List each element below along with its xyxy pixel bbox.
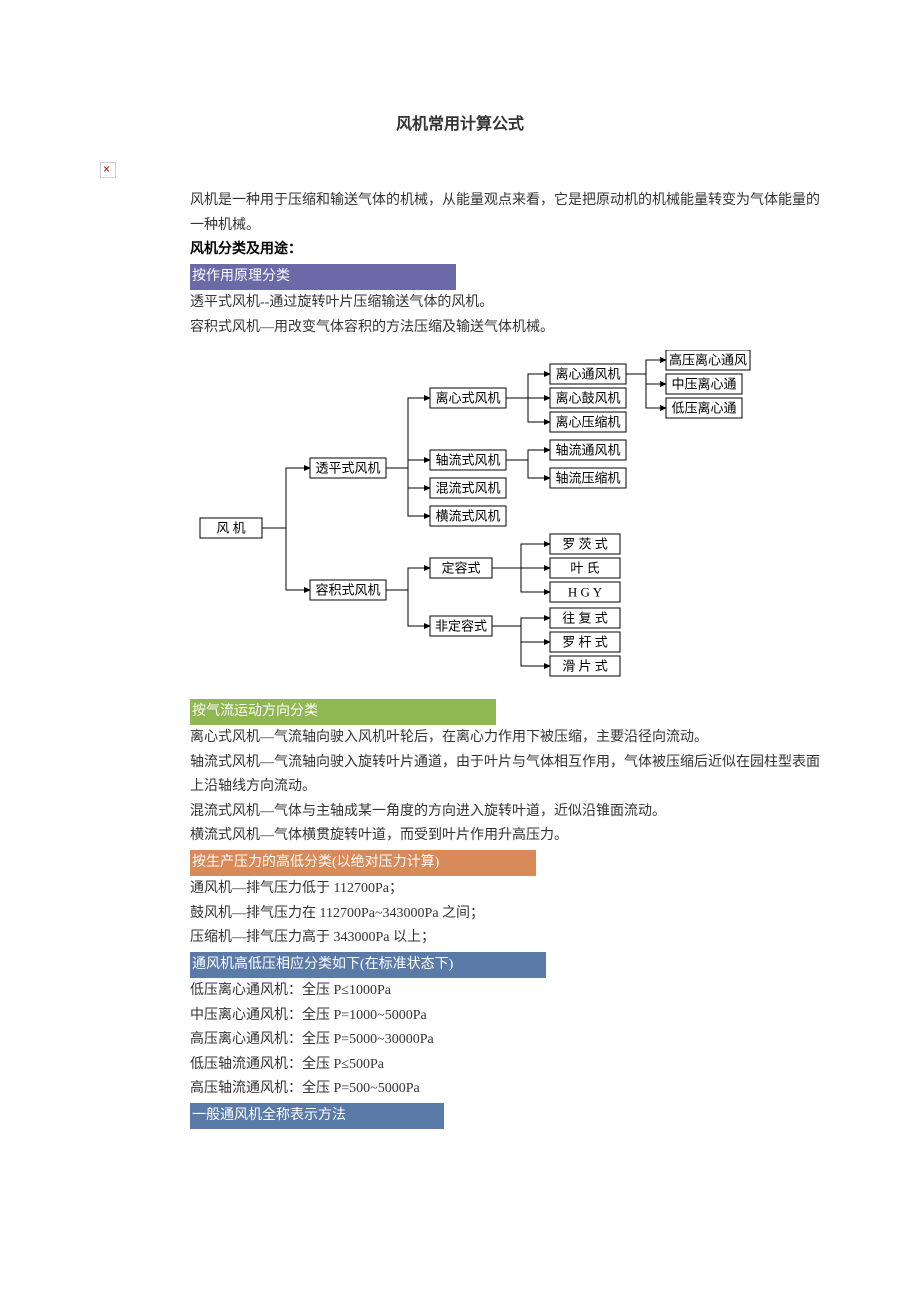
svg-text:定容式: 定容式 xyxy=(441,561,480,576)
heading-by-pressure: 按生产压力的高低分类(以绝对压力计算) xyxy=(190,849,820,878)
airflow-line-3: 混流式风机—气体与主轴成某一角度的方向进入旋转叶道，近似沿锥面流动。 xyxy=(190,800,820,825)
heading-bar-1: 按作用原理分类 xyxy=(190,264,456,291)
svg-text:轴流压缩机: 轴流压缩机 xyxy=(555,471,620,486)
principle-line-2: 容积式风机—用改变气体容积的方法压缩及输送气体机械。 xyxy=(190,316,820,341)
svg-text:罗 杆 式: 罗 杆 式 xyxy=(562,635,608,650)
airflow-line-1: 离心式风机—气流轴向驶入风机叶轮后，在离心力作用下被压缩，主要沿径向流动。 xyxy=(190,726,820,751)
svg-text:轴流式风机: 轴流式风机 xyxy=(435,453,500,468)
heading-by-principle: 按作用原理分类 xyxy=(190,263,820,292)
svg-text:混流式风机: 混流式风机 xyxy=(435,481,500,496)
svg-text:轴流通风机: 轴流通风机 xyxy=(555,443,620,458)
fanclass-line-1: 低压离心通风机：全压 P≤1000Pa xyxy=(190,979,820,1004)
airflow-line-2: 轴流式风机—气流轴向驶入旋转叶片通道，由于叶片与气体相互作用，气体被压缩后近似在… xyxy=(190,751,820,800)
svg-text:高压离心通风: 高压离心通风 xyxy=(669,353,747,368)
pressure-line-1: 通风机—排气压力低于 112700Pa； xyxy=(190,877,820,902)
fanclass-line-2: 中压离心通风机：全压 P=1000~5000Pa xyxy=(190,1004,820,1029)
pressure-line-3: 压缩机—排气压力高于 343000Pa 以上； xyxy=(190,926,820,951)
svg-text:叶 氏: 叶 氏 xyxy=(570,561,599,576)
svg-text:离心鼓风机: 离心鼓风机 xyxy=(555,391,620,406)
page-title: 风机常用计算公式 xyxy=(100,110,820,134)
svg-text:透平式风机: 透平式风机 xyxy=(315,461,380,476)
svg-text:罗 茨 式: 罗 茨 式 xyxy=(562,537,608,552)
classification-diagram: 风 机 透平式风机容积式风机 离心式风机轴流式风机混流式风机横流式风机定容式非定容式… xyxy=(190,350,820,692)
document-page: 风机常用计算公式 风机是一种用于压缩和输送气体的机械，从能量观点来看，它是把原动… xyxy=(0,0,920,1190)
svg-text:滑 片 式: 滑 片 式 xyxy=(562,659,608,674)
heading-bar-3: 按生产压力的高低分类(以绝对压力计算) xyxy=(190,850,536,877)
svg-text:低压离心通: 低压离心通 xyxy=(671,401,736,416)
svg-text:离心通风机: 离心通风机 xyxy=(555,367,620,382)
svg-text:H G Y: H G Y xyxy=(568,585,603,600)
tree-svg: 风 机 透平式风机容积式风机 离心式风机轴流式风机混流式风机横流式风机定容式非定容式… xyxy=(190,350,770,682)
heading-bar-2: 按气流运动方向分类 xyxy=(190,699,496,726)
principle-line-1: 透平式风机--通过旋转叶片压缩输送气体的风机。 xyxy=(190,291,820,316)
fanclass-line-5: 高压轴流通风机：全压 P=500~5000Pa xyxy=(190,1077,820,1102)
svg-text:往 复 式: 往 复 式 xyxy=(562,611,608,626)
main-content: 风机是一种用于压缩和输送气体的机械，从能量观点来看，它是把原动机的机械能量转变为… xyxy=(190,189,820,1130)
svg-text:离心压缩机: 离心压缩机 xyxy=(555,415,620,430)
intro-paragraph: 风机是一种用于压缩和输送气体的机械，从能量观点来看，它是把原动机的机械能量转变为… xyxy=(190,189,820,238)
section-label: 风机分类及用途： xyxy=(190,238,820,263)
heading-bar-5: 一般通风机全称表示方法 xyxy=(190,1103,444,1130)
heading-bar-4: 通风机高低压相应分类如下(在标准状态下) xyxy=(190,952,546,979)
svg-text:中压离心通: 中压离心通 xyxy=(671,377,736,392)
svg-text:容积式风机: 容积式风机 xyxy=(315,583,380,598)
heading-fan-pressure-class: 通风机高低压相应分类如下(在标准状态下) xyxy=(190,951,820,980)
heading-naming: 一般通风机全称表示方法 xyxy=(190,1102,820,1131)
broken-image-icon xyxy=(100,162,116,178)
fanclass-line-4: 低压轴流通风机：全压 P≤500Pa xyxy=(190,1053,820,1078)
svg-text:离心式风机: 离心式风机 xyxy=(435,391,500,406)
fanclass-line-3: 高压离心通风机：全压 P=5000~30000Pa xyxy=(190,1028,820,1053)
svg-text:横流式风机: 横流式风机 xyxy=(435,509,500,524)
heading-by-airflow: 按气流运动方向分类 xyxy=(190,698,820,727)
svg-text:风 机: 风 机 xyxy=(216,521,245,536)
pressure-line-2: 鼓风机—排气压力在 112700Pa~343000Pa 之间； xyxy=(190,902,820,927)
airflow-line-4: 横流式风机—气体横贯旋转叶道，而受到叶片作用升高压力。 xyxy=(190,824,820,849)
svg-text:非定容式: 非定容式 xyxy=(435,619,487,634)
